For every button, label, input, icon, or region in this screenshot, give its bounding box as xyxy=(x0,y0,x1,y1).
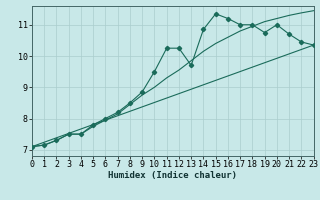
X-axis label: Humidex (Indice chaleur): Humidex (Indice chaleur) xyxy=(108,171,237,180)
